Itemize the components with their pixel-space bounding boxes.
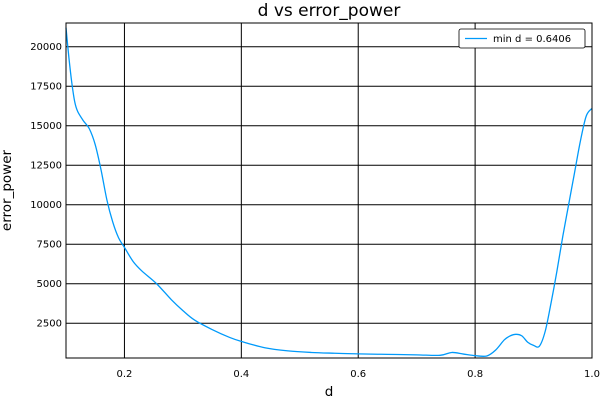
y-tick-label: 20000 xyxy=(30,42,62,53)
y-tick-label: 17500 xyxy=(30,82,62,93)
grid xyxy=(66,23,593,358)
y-tick-label: 12500 xyxy=(30,161,62,172)
y-tick-label: 2500 xyxy=(37,319,62,330)
x-tick-label: 1.0 xyxy=(584,369,600,380)
series-layer xyxy=(65,27,593,357)
plot-frame xyxy=(65,22,593,359)
x-axis-label: d xyxy=(325,384,334,400)
x-tick-label: 0.6 xyxy=(350,369,366,380)
y-tick-label: 15000 xyxy=(30,121,62,132)
x-tick-label: 0.2 xyxy=(116,369,132,380)
y-tick-label: 7500 xyxy=(37,240,62,251)
y-axis-label: error_power xyxy=(0,149,15,231)
legend: min d = 0.6406 xyxy=(458,28,586,49)
y-tick-label: 5000 xyxy=(37,279,62,290)
axis-ticks: 0.2 0.4 0.6 0.8 1.0 2500 5000 7500 10000 12500 150… xyxy=(30,42,600,380)
chart-title: d vs error_power xyxy=(258,1,401,21)
legend-label: min d = 0.6406 xyxy=(493,34,571,45)
legend-box xyxy=(458,28,586,49)
x-tick-label: 0.4 xyxy=(233,369,249,380)
y-tick-label: 10000 xyxy=(30,200,62,211)
x-tick-label: 0.8 xyxy=(467,369,483,380)
series-line-0 xyxy=(65,27,593,357)
